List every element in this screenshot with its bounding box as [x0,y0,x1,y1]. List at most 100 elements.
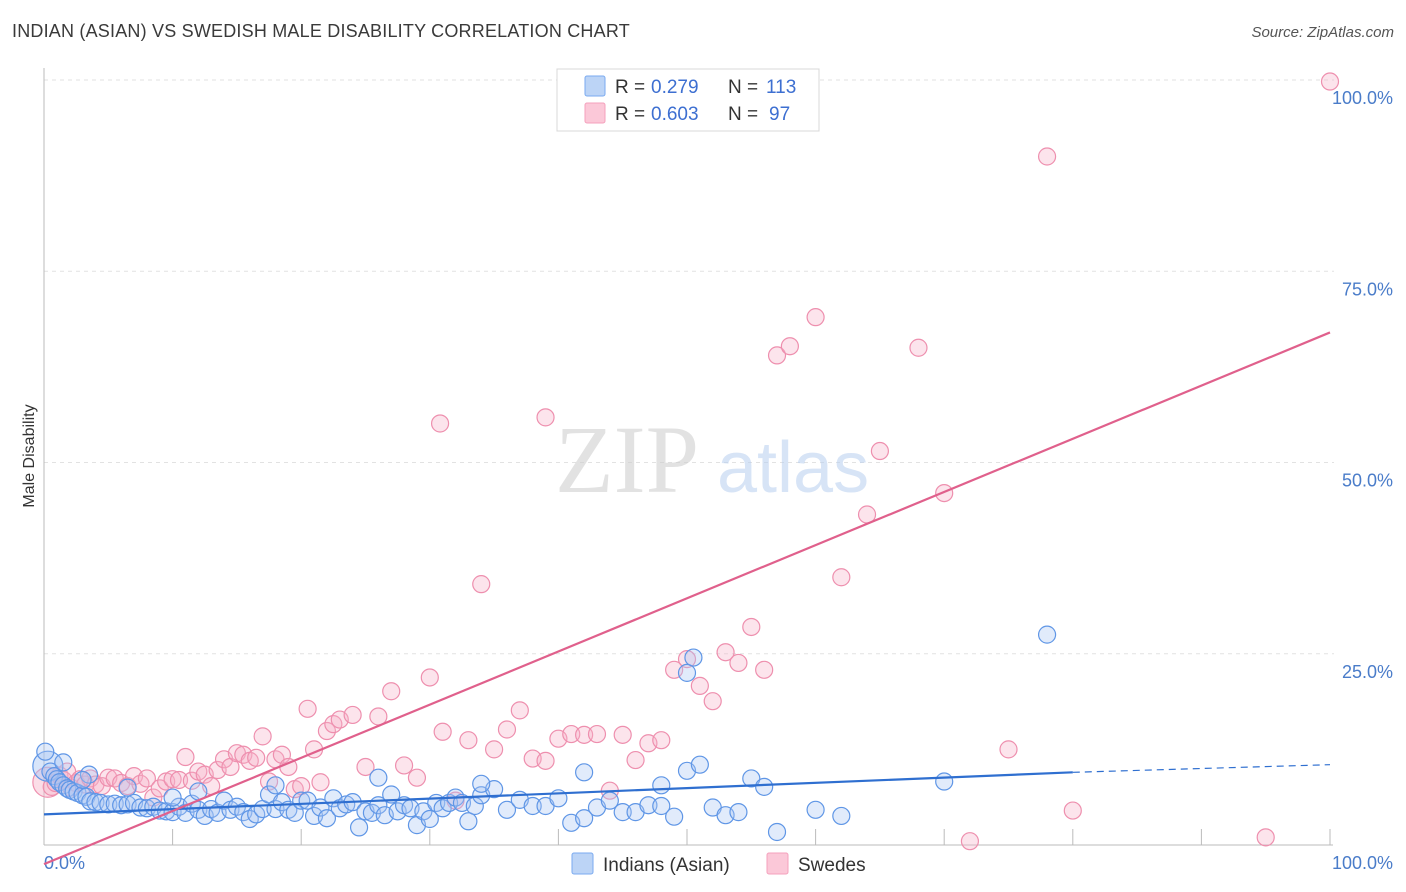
y-tick-labels: 25.0% 50.0% 75.0% 100.0% [1332,88,1393,682]
y-tick-label: 75.0% [1342,279,1393,299]
indians-point [806,800,825,819]
swedes-point [729,653,748,673]
swedes-point [163,770,182,789]
swedes-point [472,575,491,594]
bottom-legend-swatch-swedes [766,852,789,875]
indians-point [652,796,671,816]
legend-swatch-indians [584,75,606,97]
indians-point [73,770,92,790]
swedes-point [652,731,671,750]
indians-point [639,796,658,815]
swedes-point [780,337,799,356]
trend-line-indians-extension [1072,764,1331,773]
swedes-point [485,740,504,759]
indians-point [935,772,954,791]
watermark-zip: ZIP [555,406,699,513]
indians-point [767,822,787,842]
swedes-point [690,676,709,695]
indians-point [472,774,491,793]
indians-point [665,807,684,826]
legend-r-label: R = [615,104,645,125]
indians-point [684,648,703,667]
legend-r-label: R = [615,77,645,98]
bottom-legend-label-swedes: Swedes [798,855,866,876]
indians-point [523,796,542,816]
indians-point [832,806,851,826]
swedes-point [960,832,980,851]
trend-line-indians [43,771,1073,816]
swedes-point [1063,801,1082,820]
indians-point [613,803,632,822]
indians-point [677,663,697,682]
watermark-atlas: atlas [717,428,869,508]
swedes-point [459,731,478,750]
swedes-point [176,747,195,767]
swedes-point [536,751,555,770]
indians-point [575,809,594,828]
x-tick-label: 0.0% [44,853,85,873]
swedes-point [433,722,452,741]
axes [43,68,1333,846]
swedes-point [394,756,414,775]
legend-r-value: 0.279 [651,77,699,98]
indians-point [690,755,709,774]
swedes-point [510,701,529,720]
y-tick-label: 50.0% [1342,471,1393,491]
swedes-point [832,568,851,587]
indians-point [420,809,439,829]
swedes-point [298,699,317,718]
swedes-point [677,650,697,669]
swedes-point [356,757,375,777]
swedes-point [703,692,722,711]
watermark: ZIP atlas [555,406,869,513]
source-label: Source: ZipAtlas.com [1251,24,1394,41]
swedes-point [1256,828,1275,847]
indians-point [240,809,259,829]
swedes-point [137,769,156,788]
series-legend: Indians (Asian) Swedes [571,852,866,876]
grid [44,79,1334,655]
indians-point [382,785,401,804]
legend-n-label: N = [728,77,758,98]
trend-line-swedes [43,331,1331,866]
indians-point [118,778,137,797]
swedes-point [562,724,581,744]
trend-lines [43,331,1331,866]
y-axis-label: Male Disability [21,404,38,507]
stats-legend: R = 0.279 N = 113 R = 0.603 N = 97 [556,68,820,132]
indians-point [54,753,73,772]
swedes-point [247,748,266,767]
indians-point [369,768,388,787]
x-tick-labels: 0.0% 100.0% [44,853,1393,873]
legend-swatch-swedes [584,102,606,124]
legend-n-value: 113 [766,77,796,98]
indians-point [317,809,337,828]
swedes-point [343,705,362,725]
swedes-point [169,770,189,790]
swedes-point [626,750,645,770]
x-tick-label: 100.0% [1332,853,1393,873]
indians-point [99,795,118,814]
legend-n-label: N = [728,104,758,125]
indians-point [755,777,774,796]
swedes-point [430,414,450,433]
swedes-point [742,617,761,637]
indians-point [349,818,369,837]
indians-point [459,812,478,831]
legend-r-value: 0.603 [651,104,699,125]
swedes-point [909,338,928,357]
indians-point [131,798,150,817]
indians-point [742,769,761,788]
indians-point [497,800,517,819]
swedes-point [253,727,272,746]
y-tick-label: 25.0% [1342,662,1393,682]
indians-point [652,776,671,795]
bottom-legend-label-indians: Indians (Asian) [603,855,730,876]
swedes-point [1037,147,1057,166]
swedes-point [575,725,594,744]
swedes-point [767,346,787,365]
swedes-point [716,643,735,662]
series-indians-points [32,625,1057,842]
swedes-point [536,408,555,427]
indians-point [36,742,55,761]
